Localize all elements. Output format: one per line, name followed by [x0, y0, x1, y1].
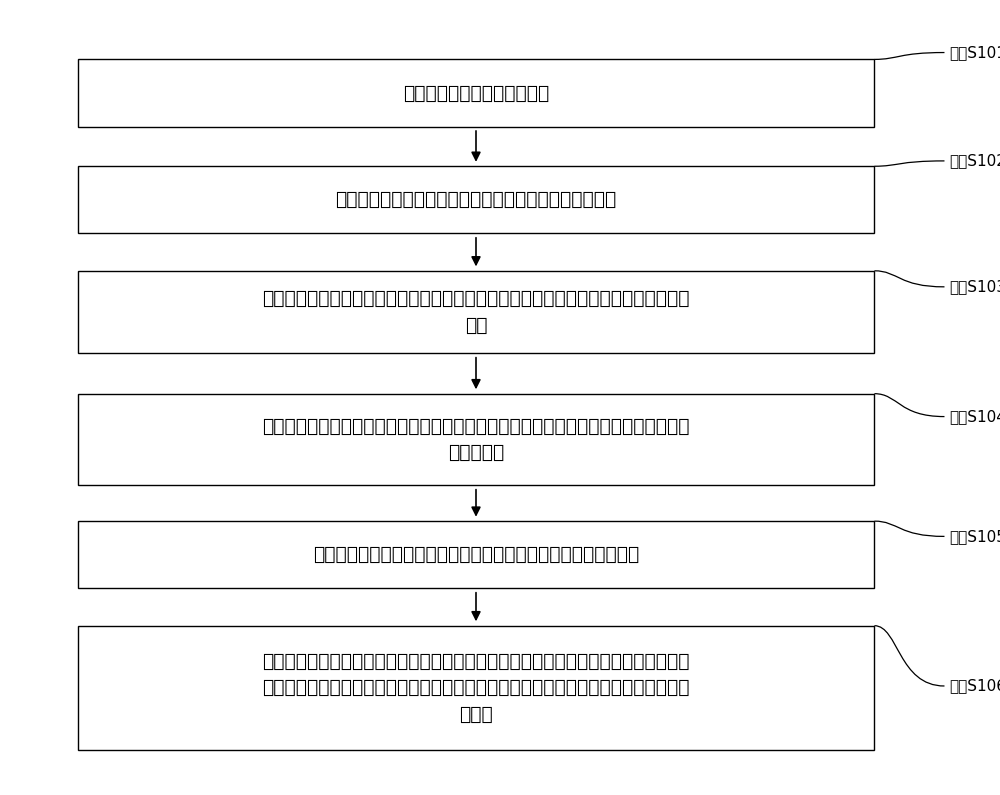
Text: 步骤S102: 步骤S102	[949, 153, 1000, 169]
Text: 步骤S101: 步骤S101	[949, 45, 1000, 60]
Text: 按照预设频率采集信号感应量: 按照预设频率采集信号感应量	[403, 83, 549, 103]
Text: 根据所述第一待定触摸点和第二待定触摸点的距离，以及前两帧触摸点与所述第一待定
触摸点和第二待定触摸点的角度关系，判断所述第一待定触摸点和第二待定触摸点是否
为拆: 根据所述第一待定触摸点和第二待定触摸点的距离，以及前两帧触摸点与所述第一待定 触…	[262, 652, 690, 724]
Text: 步骤S105: 步骤S105	[949, 529, 1000, 544]
Bar	[78, 166, 874, 234]
Bar	[78, 394, 874, 485]
Text: 步骤S103: 步骤S103	[949, 279, 1000, 294]
Bar	[78, 626, 874, 750]
Bar	[78, 271, 874, 353]
Text: 步骤S106: 步骤S106	[949, 678, 1000, 693]
Bar	[78, 60, 874, 126]
Text: 步骤S104: 步骤S104	[949, 409, 1000, 424]
Text: 根据所述信号感应量，判断触摸操作是否为三指同向划线: 根据所述信号感应量，判断触摸操作是否为三指同向划线	[335, 190, 617, 209]
Text: 如果触摸操作为三指同向划线，则根据当前帧的信号感应量，判断当前是否出现四个触
摸点: 如果触摸操作为三指同向划线，则根据当前帧的信号感应量，判断当前是否出现四个触 摸…	[262, 289, 690, 335]
Bar	[78, 522, 874, 588]
Text: 查找与所述第一待定触摸点和第二待定触摸点匹配的前两帧触摸点: 查找与所述第一待定触摸点和第二待定触摸点匹配的前两帧触摸点	[313, 545, 639, 564]
Text: 如果当前出现四个触摸点，则根据轨迹匹配，查找可能为拆点的第一待定触摸点和第二
待定触摸点: 如果当前出现四个触摸点，则根据轨迹匹配，查找可能为拆点的第一待定触摸点和第二 待…	[262, 417, 690, 462]
